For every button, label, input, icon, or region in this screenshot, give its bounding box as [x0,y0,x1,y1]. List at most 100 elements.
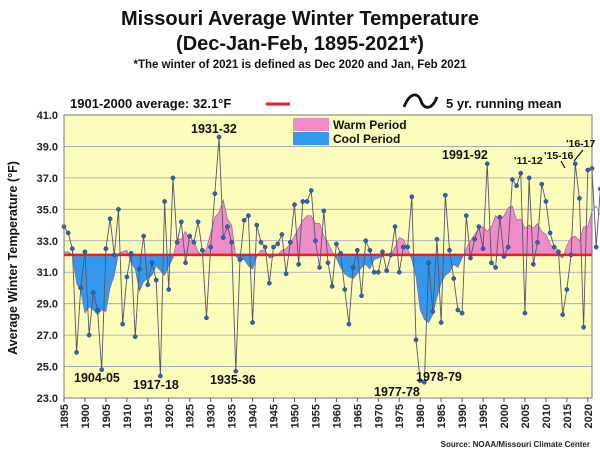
data-point [463,213,469,218]
data-point [539,181,545,187]
data-point [262,244,268,250]
data-point [321,208,327,214]
data-point [409,194,415,200]
data-point [396,269,402,275]
data-point [417,378,423,384]
data-point [162,199,167,204]
x-tick-label: 1995 [478,404,490,428]
data-point [229,240,234,245]
data-point [287,240,293,245]
data-point [216,134,222,140]
data-point [204,315,209,321]
data-point [107,216,113,222]
x-tick-label: 2010 [541,404,553,428]
data-point [451,276,457,281]
data-point [233,368,239,374]
data-point [90,290,96,296]
data-point [120,321,126,327]
data-point [275,241,281,247]
x-tick-label: 1925 [185,404,197,428]
data-point [522,310,528,316]
x-tick-label: 1905 [101,404,113,428]
data-point [241,217,247,223]
data-point [426,260,431,266]
data-point [363,238,369,244]
data-point [371,269,377,275]
annotation-1917-18: 1917-18 [133,378,179,392]
data-point [434,236,440,242]
data-point [438,320,444,325]
data-point [141,233,146,239]
x-tick-label: 1915 [143,404,155,428]
data-point [237,257,243,262]
data-point [510,177,515,182]
data-point [258,240,264,245]
x-tick-label: 2015 [562,404,574,428]
chart-title: Missouri Average Winter Temperature [120,8,480,30]
cool-period-swatch [293,132,329,145]
data-point [304,199,310,204]
x-tick-label: 1955 [310,404,322,428]
annotation-1935-36: 1935-36 [210,373,256,387]
x-tick-label: 1895 [59,404,71,428]
data-point [132,334,138,340]
data-point [514,183,519,189]
data-point [564,287,570,292]
data-point [145,282,151,288]
cool-period-label: Cool Period [333,132,400,146]
plot-frame [63,114,593,399]
data-point [313,238,318,244]
data-point [551,244,557,250]
data-point [225,224,230,229]
data-point [82,249,88,255]
data-point [334,241,339,247]
x-tick-label: 1920 [164,404,176,428]
data-point [459,310,465,316]
data-point [111,252,117,258]
annotation-1904-05: 1904-05 [74,371,120,385]
data-point [99,367,105,373]
data-point [128,251,134,256]
data-point [572,161,578,167]
data-point [480,246,486,251]
y-tick-label: 27.0 [37,330,58,342]
data-point [455,307,461,313]
x-axis-ticks: 1895 1900 1905 1910 1915 1920 1925 1930 1935 1940… [59,398,595,428]
x-tick-label: 1900 [80,404,92,428]
data-point [170,175,176,181]
x-tick-label: 1910 [122,404,134,428]
data-point [208,244,214,250]
data-point [191,240,197,245]
annotation-1978-79: 1978-79 [416,370,462,384]
data-point [568,252,574,258]
chart-subtitle: (Dec-Jan-Feb, 1895-2021*) [176,33,424,55]
data-point [266,280,272,286]
data-point [413,337,419,343]
data-point [124,274,130,280]
x-tick-label: 1985 [436,404,448,428]
data-point [581,324,586,330]
data-point [65,230,71,236]
data-point [430,309,436,314]
data-point [380,249,385,255]
data-point [346,321,352,327]
data-point [74,350,79,355]
x-tick-label: 1990 [457,404,469,428]
data-point [556,249,561,255]
data-point [178,219,184,225]
y-tick-label: 31.0 [37,267,58,279]
data-point [518,170,524,176]
data-point [547,230,553,236]
data-point [489,260,494,266]
data-point [254,222,260,228]
x-tick-label: 1970 [373,404,385,428]
source-credit: Source: NOAA/Missouri Climate Center [441,440,590,449]
data-point [166,287,172,292]
data-point [174,240,180,245]
data-point [153,277,159,283]
data-point [103,246,109,251]
data-point [338,251,343,256]
annotation-2016-17: '16-17 [566,138,596,150]
data-point [543,199,549,204]
